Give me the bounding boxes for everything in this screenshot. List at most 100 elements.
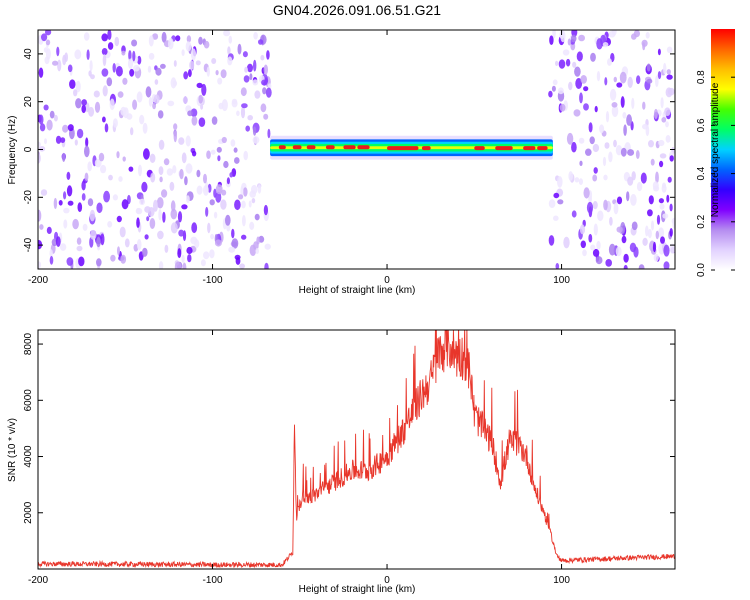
- heatmap-cell: [90, 229, 97, 240]
- heatmap-cell: [107, 42, 114, 50]
- heatmap-cell: [55, 135, 62, 144]
- heatmap-cell: [182, 262, 187, 269]
- heatmap-cell: [116, 151, 120, 159]
- heatmap-cell: [647, 228, 652, 239]
- heatmap-cell: [187, 110, 193, 117]
- heatmap-cell: [57, 59, 62, 72]
- heatmap-cell: [162, 211, 166, 223]
- y-tick-label: 20: [23, 96, 34, 108]
- heatmap-cell: [666, 74, 673, 80]
- heatmap-cell: [586, 201, 594, 214]
- heatmap-cell: [221, 136, 227, 144]
- heatmap-cell: [191, 150, 197, 157]
- heatmap-cell: [240, 106, 246, 119]
- heatmap-cell: [152, 33, 159, 40]
- heatmap-cell: [642, 237, 648, 246]
- heatmap-cell: [136, 239, 142, 251]
- heatmap-cell: [642, 101, 646, 110]
- heatmap-cell: [58, 200, 63, 206]
- signal-peak: [537, 146, 548, 151]
- heatmap-cell: [239, 263, 246, 269]
- heatmap-cell: [658, 227, 665, 238]
- heatmap-cell: [94, 158, 102, 168]
- heatmap-cell: [243, 150, 248, 161]
- heatmap-cell: [60, 137, 66, 144]
- heatmap-cell: [603, 174, 608, 181]
- heatmap-cell: [66, 171, 71, 180]
- heatmap-cell: [122, 156, 126, 162]
- heatmap-cell: [578, 178, 584, 186]
- heatmap-cell: [44, 56, 50, 65]
- heatmap-cell: [236, 110, 240, 117]
- heatmap-cell: [583, 86, 589, 92]
- heatmap-cell: [217, 155, 221, 162]
- heatmap-cell: [173, 130, 177, 143]
- heatmap-cell: [145, 86, 152, 98]
- heatmap-cell: [631, 97, 635, 110]
- heatmap-cell: [200, 103, 204, 110]
- heatmap-cell: [191, 116, 198, 126]
- colorbar-tick-label: 0.0: [696, 263, 707, 277]
- heatmap-cell: [636, 75, 641, 85]
- heatmap-cell: [63, 191, 67, 200]
- heatmap-cell: [659, 203, 665, 210]
- heatmap-cell: [175, 35, 181, 42]
- heatmap-cell: [98, 152, 105, 162]
- heatmap-cell: [190, 48, 197, 61]
- heatmap-cell: [242, 51, 248, 58]
- heatmap-cell: [76, 128, 84, 139]
- y-tick-label: -20: [23, 190, 34, 205]
- heatmap-cell: [552, 30, 556, 39]
- heatmap-cell: [131, 39, 138, 47]
- heatmap-cell: [101, 48, 108, 56]
- heatmap-cell: [243, 187, 248, 197]
- heatmap-cell: [663, 244, 670, 257]
- heatmap-cell: [46, 226, 52, 234]
- heatmap-cell: [667, 87, 675, 96]
- heatmap-cell: [154, 79, 159, 85]
- heatmap-cell: [220, 199, 227, 210]
- heatmap-cell: [648, 140, 654, 148]
- heatmap-cell: [665, 121, 669, 128]
- heatmap-cell: [40, 189, 48, 196]
- heatmap-cell: [203, 40, 210, 49]
- heatmap-cell: [604, 142, 610, 149]
- heatmap-cell: [136, 217, 140, 228]
- heatmap-cell: [53, 114, 58, 122]
- heatmap-cell: [608, 31, 616, 38]
- heatmap-cell: [249, 73, 253, 81]
- heatmap-cell: [265, 87, 272, 98]
- x-tick-label: 0: [384, 275, 390, 286]
- heatmap-cell: [203, 173, 207, 184]
- heatmap-cell: [662, 213, 669, 219]
- heatmap-cell: [139, 198, 146, 206]
- heatmap-cell: [657, 71, 662, 80]
- heatmap-cell: [216, 146, 222, 153]
- heatmap-cell: [177, 211, 183, 223]
- heatmap-cell: [107, 30, 112, 40]
- signal-peak: [292, 145, 302, 150]
- heatmap-cell: [153, 199, 158, 212]
- heatmap-cell: [81, 104, 86, 114]
- y-tick-label: 2000: [23, 501, 34, 524]
- heatmap-cell: [139, 114, 145, 125]
- heatmap-cell: [251, 198, 256, 204]
- heatmap-cell: [666, 46, 673, 54]
- heatmap-cell: [626, 191, 630, 202]
- heatmap-cell: [152, 102, 157, 110]
- heatmap-cell: [588, 196, 592, 203]
- heatmap-cell: [142, 122, 148, 134]
- heatmap-cell: [642, 123, 649, 130]
- heatmap-cell: [661, 117, 667, 123]
- heatmap-cell: [622, 112, 627, 119]
- heatmap-cell: [102, 116, 106, 123]
- heatmap-cell: [181, 254, 185, 263]
- heatmap-cell: [653, 108, 658, 120]
- heatmap-cell: [253, 59, 257, 72]
- heatmap-cell: [209, 199, 215, 206]
- heatmap-cell: [205, 181, 209, 193]
- heatmap-cell: [669, 243, 675, 254]
- heatmap-cell: [118, 176, 123, 182]
- heatmap-cell: [566, 132, 574, 145]
- heatmap-cell: [593, 223, 598, 236]
